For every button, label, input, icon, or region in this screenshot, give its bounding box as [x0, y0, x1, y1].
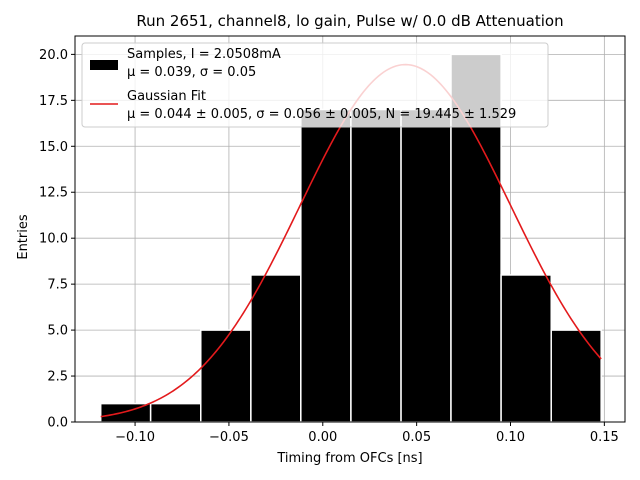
y-tick-label: 10.0	[39, 232, 68, 247]
axes: −0.10 −0.05 0.00 0.05 0.10 0.15 0.0 2.5 5.0 7.5 10…	[39, 35, 626, 445]
y-tick-label: 15.0	[39, 140, 68, 155]
y-tick-label: 20.0	[39, 48, 68, 63]
x-tick-label: 0.00	[308, 430, 337, 445]
histogram-bar	[550, 329, 602, 423]
y-tick-label: 2.5	[47, 370, 68, 385]
axes-frame	[74, 35, 626, 423]
legend-fit-line2: μ = 0.044 ± 0.005, σ = 0.056 ± 0.005, N …	[127, 107, 516, 122]
histogram-bar	[300, 108, 352, 423]
histogram-bar	[500, 274, 552, 423]
x-tick-label: −0.10	[115, 430, 155, 445]
legend-fit-line1: Gaussian Fit	[127, 89, 206, 104]
y-tick-label: 0.0	[47, 416, 68, 431]
x-tick-label: −0.05	[209, 430, 249, 445]
y-tick-label: 7.5	[47, 278, 68, 293]
y-tick-label: 5.0	[47, 324, 68, 339]
legend: Samples, I = 2.0508mA μ = 0.039, σ = 0.05…	[81, 42, 549, 128]
x-tick-label: 0.05	[402, 430, 431, 445]
legend-swatch-samples	[90, 60, 118, 70]
x-tick-label: 0.10	[496, 430, 525, 445]
histogram-bar	[250, 274, 302, 423]
histogram-bar	[350, 108, 402, 423]
legend-samples-line1: Samples, I = 2.0508mA	[127, 47, 281, 62]
histogram-bar	[200, 329, 252, 423]
legend-samples-line2: μ = 0.039, σ = 0.05	[127, 65, 256, 80]
histogram-bar	[400, 108, 452, 423]
chart-title: Run 2651, channel8, lo gain, Pulse w/ 0.…	[136, 12, 563, 30]
histogram-bar	[149, 402, 202, 423]
legend-box	[81, 42, 549, 128]
x-axis-label: Timing from OFCs [ns]	[276, 451, 422, 466]
x-tick-label: 0.15	[590, 430, 619, 445]
y-tick-label: 12.5	[39, 186, 68, 201]
y-tick-label: 17.5	[39, 94, 68, 109]
y-axis-label: Entries	[16, 214, 31, 260]
